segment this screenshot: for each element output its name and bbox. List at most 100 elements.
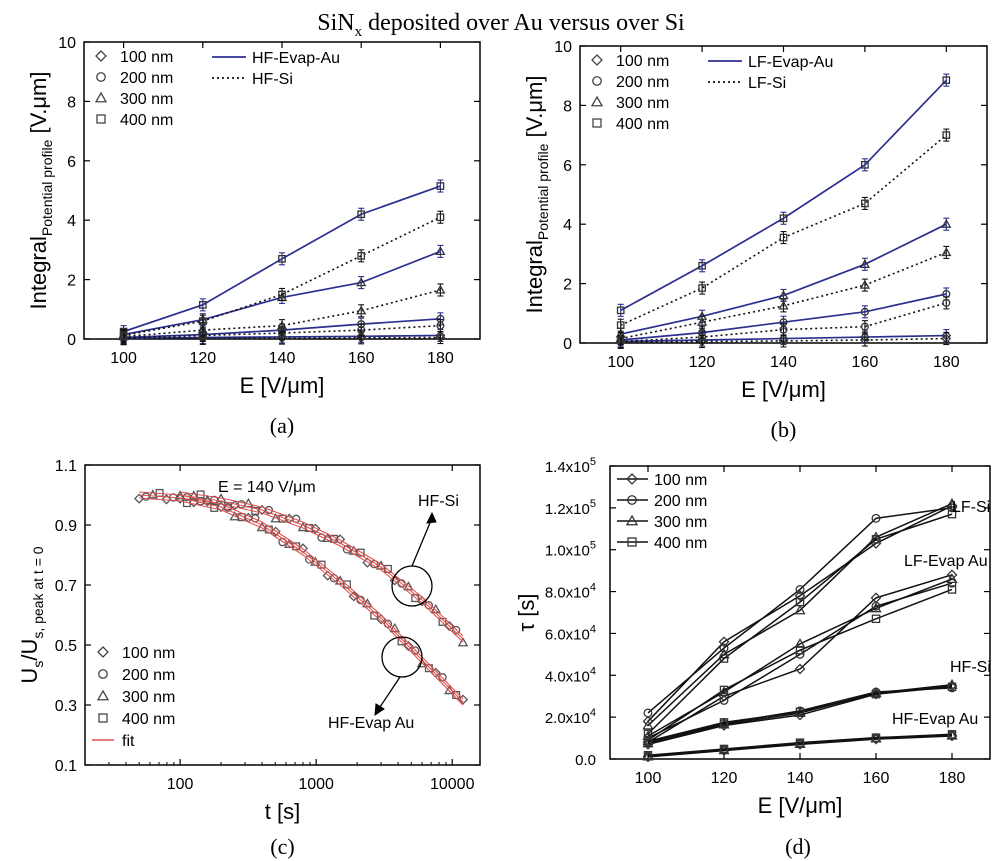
y-tick-label: 2.0x104 <box>545 707 596 727</box>
data-point-diamond <box>435 332 446 343</box>
fit-line-hf-evap-au <box>139 494 464 703</box>
data-point-triangle <box>870 687 882 698</box>
x-tick-label: 180 <box>427 350 454 367</box>
data-point-triangle <box>284 538 295 548</box>
data-point-triangle <box>147 489 159 499</box>
data-point-triangle <box>870 531 882 542</box>
y-axis-label: Us/Us, peak at t = 0 <box>17 546 46 683</box>
y-tick-label: 8 <box>563 98 572 115</box>
data-point-diamond <box>444 620 455 632</box>
data-point-square <box>719 718 729 727</box>
data-point-square <box>871 535 881 544</box>
data-point-triangle <box>794 638 806 648</box>
legend-marker-circle <box>627 495 637 505</box>
data-point-circle <box>860 322 869 331</box>
data-point-square <box>779 233 788 242</box>
annotation-hf-si: HF-Si <box>418 493 459 510</box>
data-point-diamond <box>718 636 730 648</box>
y-tick-label: 2 <box>67 273 76 290</box>
data-point-triangle <box>435 246 446 256</box>
y-tick-label: 4.0x104 <box>545 665 596 685</box>
data-point-square <box>198 317 207 326</box>
legend-marker-square <box>96 114 106 124</box>
legend-marker-circle <box>96 72 106 82</box>
data-point-square <box>698 261 706 270</box>
y-tick-label: 2 <box>563 277 572 294</box>
x-axis-label: E [V/μm] <box>758 793 843 818</box>
legend-label: 300 nm <box>616 95 669 112</box>
annotation-arrow-hf-si <box>411 517 433 567</box>
fit-line-hf-si <box>180 494 464 640</box>
data-point-triangle <box>276 320 288 330</box>
data-point-triangle <box>229 511 241 521</box>
data-point-triangle <box>615 333 626 343</box>
data-point-square <box>719 744 729 754</box>
data-point-diamond <box>859 335 870 345</box>
x-tick-label: 180 <box>939 770 966 787</box>
data-point-circle <box>719 643 729 653</box>
legend-marker-diamond <box>591 54 603 66</box>
data-point-circle <box>410 646 420 655</box>
data-point-square <box>947 730 957 739</box>
legend-label: 200 nm <box>122 667 175 684</box>
y-axis-label: IntegralPotential profile [V.μm] <box>26 71 55 309</box>
panel-c: 100 1000 10000 0.1 0.3 0.5 0.7 0.9 1.1 E = 140 V/… <box>17 458 481 859</box>
y-tick-label: 1.1 <box>55 458 77 475</box>
data-point-square <box>861 160 869 169</box>
data-point-triangle <box>435 284 446 294</box>
data-point-triangle <box>946 573 958 584</box>
data-point-diamond <box>642 715 654 727</box>
series-line-hf-si-triangle <box>647 683 953 745</box>
x-tick-label: 140 <box>770 354 797 371</box>
series-line-hf-evap-au-square <box>647 733 953 756</box>
data-point-square <box>795 645 805 655</box>
data-point-diamond <box>457 694 469 705</box>
legend-label: 400 nm <box>654 535 707 552</box>
data-point-triangle <box>416 658 428 668</box>
data-point-square <box>871 733 881 742</box>
data-point-triangle <box>457 637 469 647</box>
data-point-square <box>436 213 445 222</box>
data-point-triangle <box>188 490 200 500</box>
legend-label: 100 nm <box>616 53 669 70</box>
x-tick-label: 120 <box>689 354 716 371</box>
annotation-hf-au: HF-Evap Au <box>328 715 414 732</box>
fit-line-hf-si <box>180 491 464 637</box>
x-tick-label: 1000 <box>298 776 334 793</box>
data-point-circle <box>436 321 445 330</box>
data-point-triangle <box>859 279 871 289</box>
data-point-diamond <box>941 333 952 344</box>
data-point-square <box>436 182 445 190</box>
data-point-circle <box>871 513 881 523</box>
data-point-square <box>795 597 805 607</box>
y-tick-label: 4 <box>67 213 76 230</box>
series-line-au-square <box>620 79 947 312</box>
legend-label: fit <box>122 733 135 750</box>
x-axis-label: E [V/μm] <box>741 377 826 402</box>
y-tick-label: 6 <box>67 154 76 171</box>
legend-label: 300 nm <box>120 91 173 108</box>
data-point-triangle <box>778 300 789 310</box>
data-point-triangle <box>642 750 654 761</box>
data-point-circle <box>779 325 788 334</box>
legend-marker-triangle <box>590 95 604 107</box>
legend-label: 300 nm <box>122 689 175 706</box>
data-point-triangle <box>642 737 654 748</box>
series-line-lf-evap-au-square <box>647 588 953 741</box>
x-tick-label: 160 <box>348 350 375 367</box>
data-point-triangle <box>870 602 882 613</box>
panel-label: (b) <box>771 417 797 442</box>
x-tick-label: 140 <box>787 770 814 787</box>
legend-label: 400 nm <box>120 112 173 129</box>
data-point-square <box>871 614 881 624</box>
data-point-square <box>795 738 805 747</box>
fit-line-hf-evap-au <box>139 491 464 700</box>
plot-frame <box>84 464 481 766</box>
legend-label: 200 nm <box>120 70 173 87</box>
legend-label: HF-Si <box>252 71 293 88</box>
y-tick-label: 1.2x105 <box>545 498 596 518</box>
legend-marker-diamond <box>97 646 109 658</box>
y-tick-label: 1.0x105 <box>545 540 596 560</box>
x-tick-label: 120 <box>711 770 738 787</box>
